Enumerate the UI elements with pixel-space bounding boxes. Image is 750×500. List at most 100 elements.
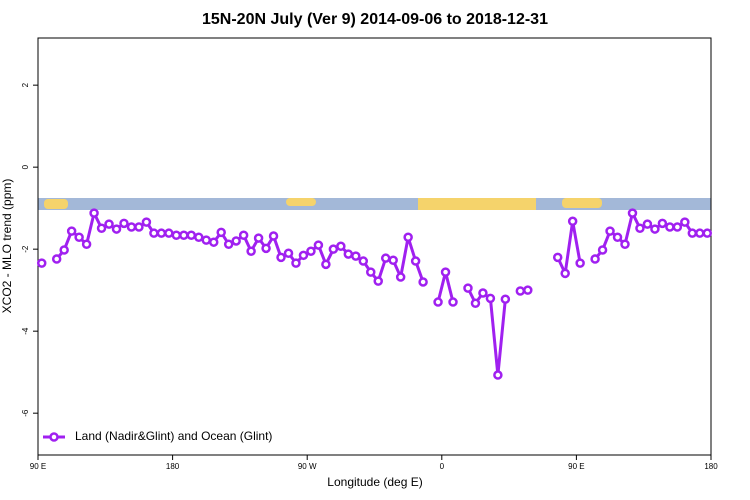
data-point: [478, 288, 488, 298]
data-point: [59, 245, 69, 255]
data-point: [485, 293, 496, 304]
data-point: [702, 228, 713, 238]
data-point: [560, 268, 570, 279]
data-point: [493, 370, 503, 380]
data-point: [238, 230, 249, 240]
data-point: [373, 276, 383, 286]
data-point: [395, 272, 406, 282]
data-point: [164, 228, 174, 238]
x-axis-label: Longitude (deg E): [327, 475, 422, 489]
data-point: [156, 228, 167, 238]
data-point: [358, 256, 369, 266]
data-point: [523, 285, 533, 295]
legend-label: Land (Nadir&Glint) and Ocean (Glint): [75, 429, 272, 443]
data-point: [418, 277, 428, 287]
y-tick-label: 2: [21, 82, 30, 87]
data-point: [246, 246, 256, 256]
y-tick-label: -2: [21, 245, 30, 253]
map-strip: [38, 198, 711, 210]
plot-frame: [37, 37, 712, 456]
data-point: [134, 222, 144, 232]
x-tick-label: 90 E: [30, 462, 46, 471]
data-point: [261, 243, 271, 254]
data-point: [687, 228, 698, 238]
data-point: [650, 224, 660, 234]
data-point: [695, 228, 705, 238]
y-tick-label: -6: [21, 409, 30, 417]
data-point: [231, 236, 241, 246]
data-point: [81, 239, 92, 249]
data-point: [298, 250, 309, 261]
land-patch: [562, 198, 602, 208]
data-point: [89, 208, 99, 218]
data-point: [351, 251, 361, 261]
data-point: [216, 227, 226, 238]
y-tick-label: -4: [21, 327, 30, 335]
data-point: [463, 283, 473, 293]
data-point: [268, 231, 279, 241]
data-point: [605, 226, 615, 236]
data-point: [388, 255, 398, 265]
data-point: [291, 258, 301, 268]
x-tick-label: 90 E: [568, 462, 584, 471]
land-patch: [44, 199, 68, 209]
data-point: [657, 218, 668, 229]
data-point: [208, 237, 219, 247]
data-point: [567, 216, 578, 227]
data-point: [366, 267, 376, 277]
data-point: [635, 223, 645, 234]
data-point: [552, 252, 563, 263]
data-point: [313, 240, 324, 250]
data-point: [283, 248, 294, 259]
data-point: [194, 232, 204, 243]
data-point: [306, 246, 316, 256]
data-point: [223, 239, 234, 249]
data-point: [470, 298, 481, 309]
data-point: [276, 252, 286, 263]
data-point: [66, 226, 77, 236]
data-point: [448, 297, 458, 307]
data-point: [440, 267, 451, 277]
data-point: [201, 235, 211, 245]
data-point: [590, 254, 600, 264]
data-point: [171, 230, 182, 240]
data-point: [515, 286, 526, 296]
data-point: [74, 232, 84, 243]
data-point: [119, 218, 129, 229]
data-point: [111, 224, 122, 234]
data-point: [149, 228, 159, 238]
data-point: [627, 208, 638, 218]
data-point: [51, 254, 62, 264]
data-point: [96, 223, 107, 234]
data-point: [104, 219, 114, 229]
ocean-band: [38, 198, 711, 210]
data-point: [126, 222, 137, 232]
data-point: [380, 253, 391, 263]
data-point: [253, 233, 264, 243]
chart-title: 15N-20N July (Ver 9) 2014-09-06 to 2018-…: [202, 11, 548, 28]
data-point: [642, 219, 653, 229]
y-tick-label: 0: [21, 164, 30, 169]
data-point: [680, 217, 690, 227]
data-point: [410, 256, 421, 266]
data-point: [179, 230, 189, 240]
legend-marker: [49, 432, 59, 442]
data-point: [321, 259, 331, 270]
x-tick-label: 180: [704, 462, 718, 471]
data-point: [672, 222, 683, 232]
data-point: [141, 217, 152, 227]
data-point: [665, 222, 675, 232]
x-tick-label: 180: [166, 462, 180, 471]
data-point: [36, 258, 47, 268]
x-tick-label: 0: [440, 462, 445, 471]
data-point: [500, 294, 511, 304]
y-axis-label: XCO2 - MLO trend (ppm): [0, 179, 14, 314]
data-point: [328, 244, 339, 254]
land-patch: [286, 198, 316, 206]
data-point: [336, 241, 346, 252]
data-point: [612, 232, 623, 243]
data-point: [343, 249, 354, 259]
data-point: [433, 297, 443, 307]
data-point: [403, 232, 413, 243]
